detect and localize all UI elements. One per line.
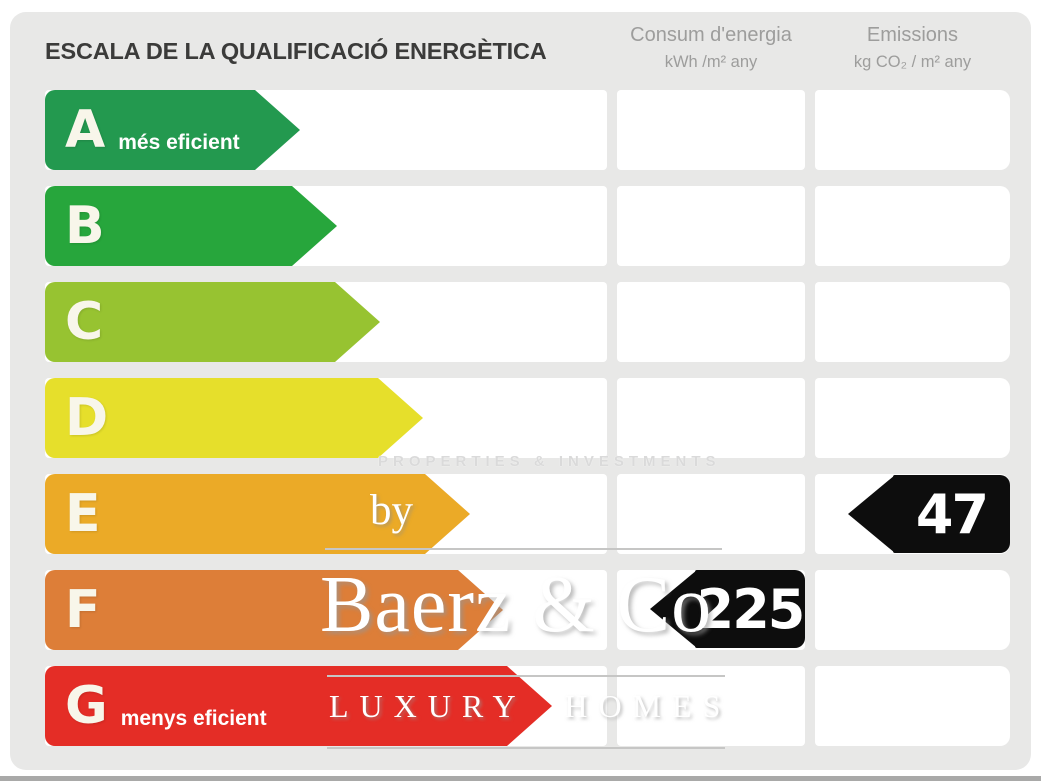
scale-letter: F bbox=[65, 580, 101, 640]
scale-arrow: F bbox=[45, 570, 503, 650]
emissions-cell bbox=[815, 570, 1010, 650]
scale-letter: D bbox=[65, 388, 109, 448]
badge-left-arrow-icon bbox=[848, 475, 895, 553]
consum-cell bbox=[617, 378, 805, 458]
arrow-tip-icon bbox=[458, 570, 503, 650]
emissions-value: 47 bbox=[915, 482, 989, 546]
scale-row-d: D bbox=[10, 378, 1031, 458]
arrow-tip-icon bbox=[292, 186, 337, 266]
consum-header-unit: kWh /m² any bbox=[664, 53, 758, 71]
scale-letter: G bbox=[65, 676, 108, 736]
scale-arrow: G menys eficient bbox=[45, 666, 552, 746]
emissions-header-unit: kg CO₂ / m² any bbox=[853, 53, 972, 71]
scale-row-a: A més eficient bbox=[10, 90, 1031, 170]
emissions-cell bbox=[815, 378, 1010, 458]
arrow-tip-icon bbox=[255, 90, 300, 170]
scale-row-f: F bbox=[10, 570, 1031, 650]
emissions-column-header: Emissions kg CO₂ / m² any bbox=[815, 22, 1010, 73]
consum-cell bbox=[617, 186, 805, 266]
scale-row-g: G menys eficient bbox=[10, 666, 1031, 746]
emissions-cell bbox=[815, 90, 1010, 170]
emissions-cell bbox=[815, 282, 1010, 362]
consum-cell bbox=[617, 282, 805, 362]
page-bottom-band bbox=[0, 776, 1041, 781]
scale-arrow: A més eficient bbox=[45, 90, 300, 170]
arrow-tip-icon bbox=[378, 378, 423, 458]
arrow-tip-icon bbox=[425, 474, 470, 554]
consum-value: 225 bbox=[696, 577, 806, 641]
scale-letter: A bbox=[65, 100, 106, 160]
consum-column-header: Consum d'energia kWh /m² any bbox=[617, 22, 805, 73]
arrow-tip-icon bbox=[335, 282, 380, 362]
scale-row-e: E bbox=[10, 474, 1031, 554]
arrow-tip-icon bbox=[507, 666, 552, 746]
watermark-rule-bottom bbox=[327, 747, 725, 749]
badge-left-arrow-icon bbox=[650, 570, 697, 648]
scale-letter: E bbox=[65, 484, 101, 544]
page-title: ESCALA DE LA QUALIFICACIÓ ENERGÈTICA bbox=[45, 38, 547, 64]
consum-cell bbox=[617, 666, 805, 746]
emissions-cell bbox=[815, 666, 1010, 746]
consum-value-badge: 225 bbox=[650, 570, 805, 648]
emissions-value-badge: 47 bbox=[848, 475, 1010, 553]
scale-row-c: C bbox=[10, 282, 1031, 362]
scale-row-label: menys eficient bbox=[120, 707, 267, 730]
emissions-cell bbox=[815, 186, 1010, 266]
scale-arrow: E bbox=[45, 474, 470, 554]
scale-arrow: C bbox=[45, 282, 380, 362]
consum-cell bbox=[617, 474, 805, 554]
scale-row-b: B bbox=[10, 186, 1031, 266]
scale-letter: C bbox=[65, 292, 104, 352]
consum-header-title: Consum d'energia bbox=[630, 24, 792, 46]
scale-letter: B bbox=[65, 196, 105, 256]
energy-scale-card: ESCALA DE LA QUALIFICACIÓ ENERGÈTICA Con… bbox=[10, 12, 1031, 770]
scale-arrow: D bbox=[45, 378, 423, 458]
consum-cell bbox=[617, 90, 805, 170]
scale-row-label: més eficient bbox=[118, 131, 240, 154]
scale-arrow: B bbox=[45, 186, 337, 266]
emissions-header-title: Emissions bbox=[866, 24, 959, 46]
